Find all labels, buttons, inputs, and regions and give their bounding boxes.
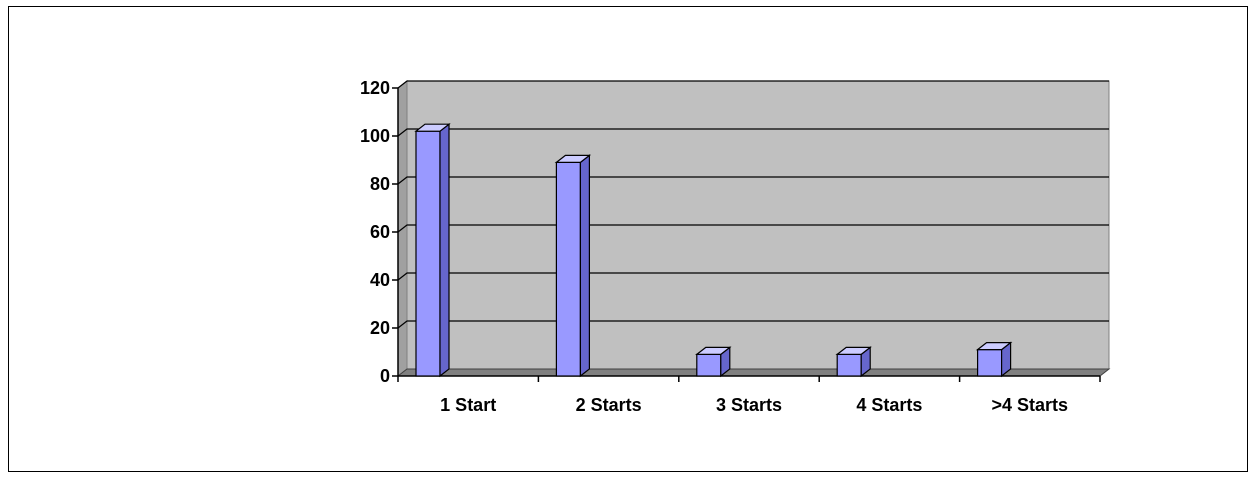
y-tick-label: 60 xyxy=(370,222,390,242)
gridline xyxy=(397,272,1109,281)
gridline xyxy=(397,128,1109,137)
gridline xyxy=(397,80,1109,89)
x-tick-label: 3 Starts xyxy=(716,395,782,415)
bar-top xyxy=(835,346,872,355)
bar xyxy=(836,353,862,377)
bar xyxy=(696,353,722,377)
gridline xyxy=(397,224,1109,233)
bar-side xyxy=(579,154,591,378)
x-tick-label: 1 Start xyxy=(440,395,496,415)
y-tick-label: 20 xyxy=(370,318,390,338)
y-tick-label: 40 xyxy=(370,270,390,290)
bar xyxy=(415,130,441,377)
y-tick-label: 80 xyxy=(370,174,390,194)
y-tick-label: 120 xyxy=(360,78,390,98)
y-tick-label: 100 xyxy=(360,126,390,146)
y-tick-label: 0 xyxy=(380,366,390,386)
bar-top xyxy=(975,342,1013,351)
x-tick-label: 4 Starts xyxy=(856,395,922,415)
bar xyxy=(555,161,582,377)
bar-top xyxy=(554,154,592,163)
bar-top xyxy=(695,346,732,355)
gridline xyxy=(397,320,1109,329)
x-tick-label: >4 Starts xyxy=(992,395,1069,415)
x-tick-label: 2 Starts xyxy=(576,395,642,415)
bar xyxy=(976,349,1003,377)
gridline xyxy=(397,176,1109,185)
bar-top xyxy=(414,123,451,132)
bar-side xyxy=(439,122,450,378)
